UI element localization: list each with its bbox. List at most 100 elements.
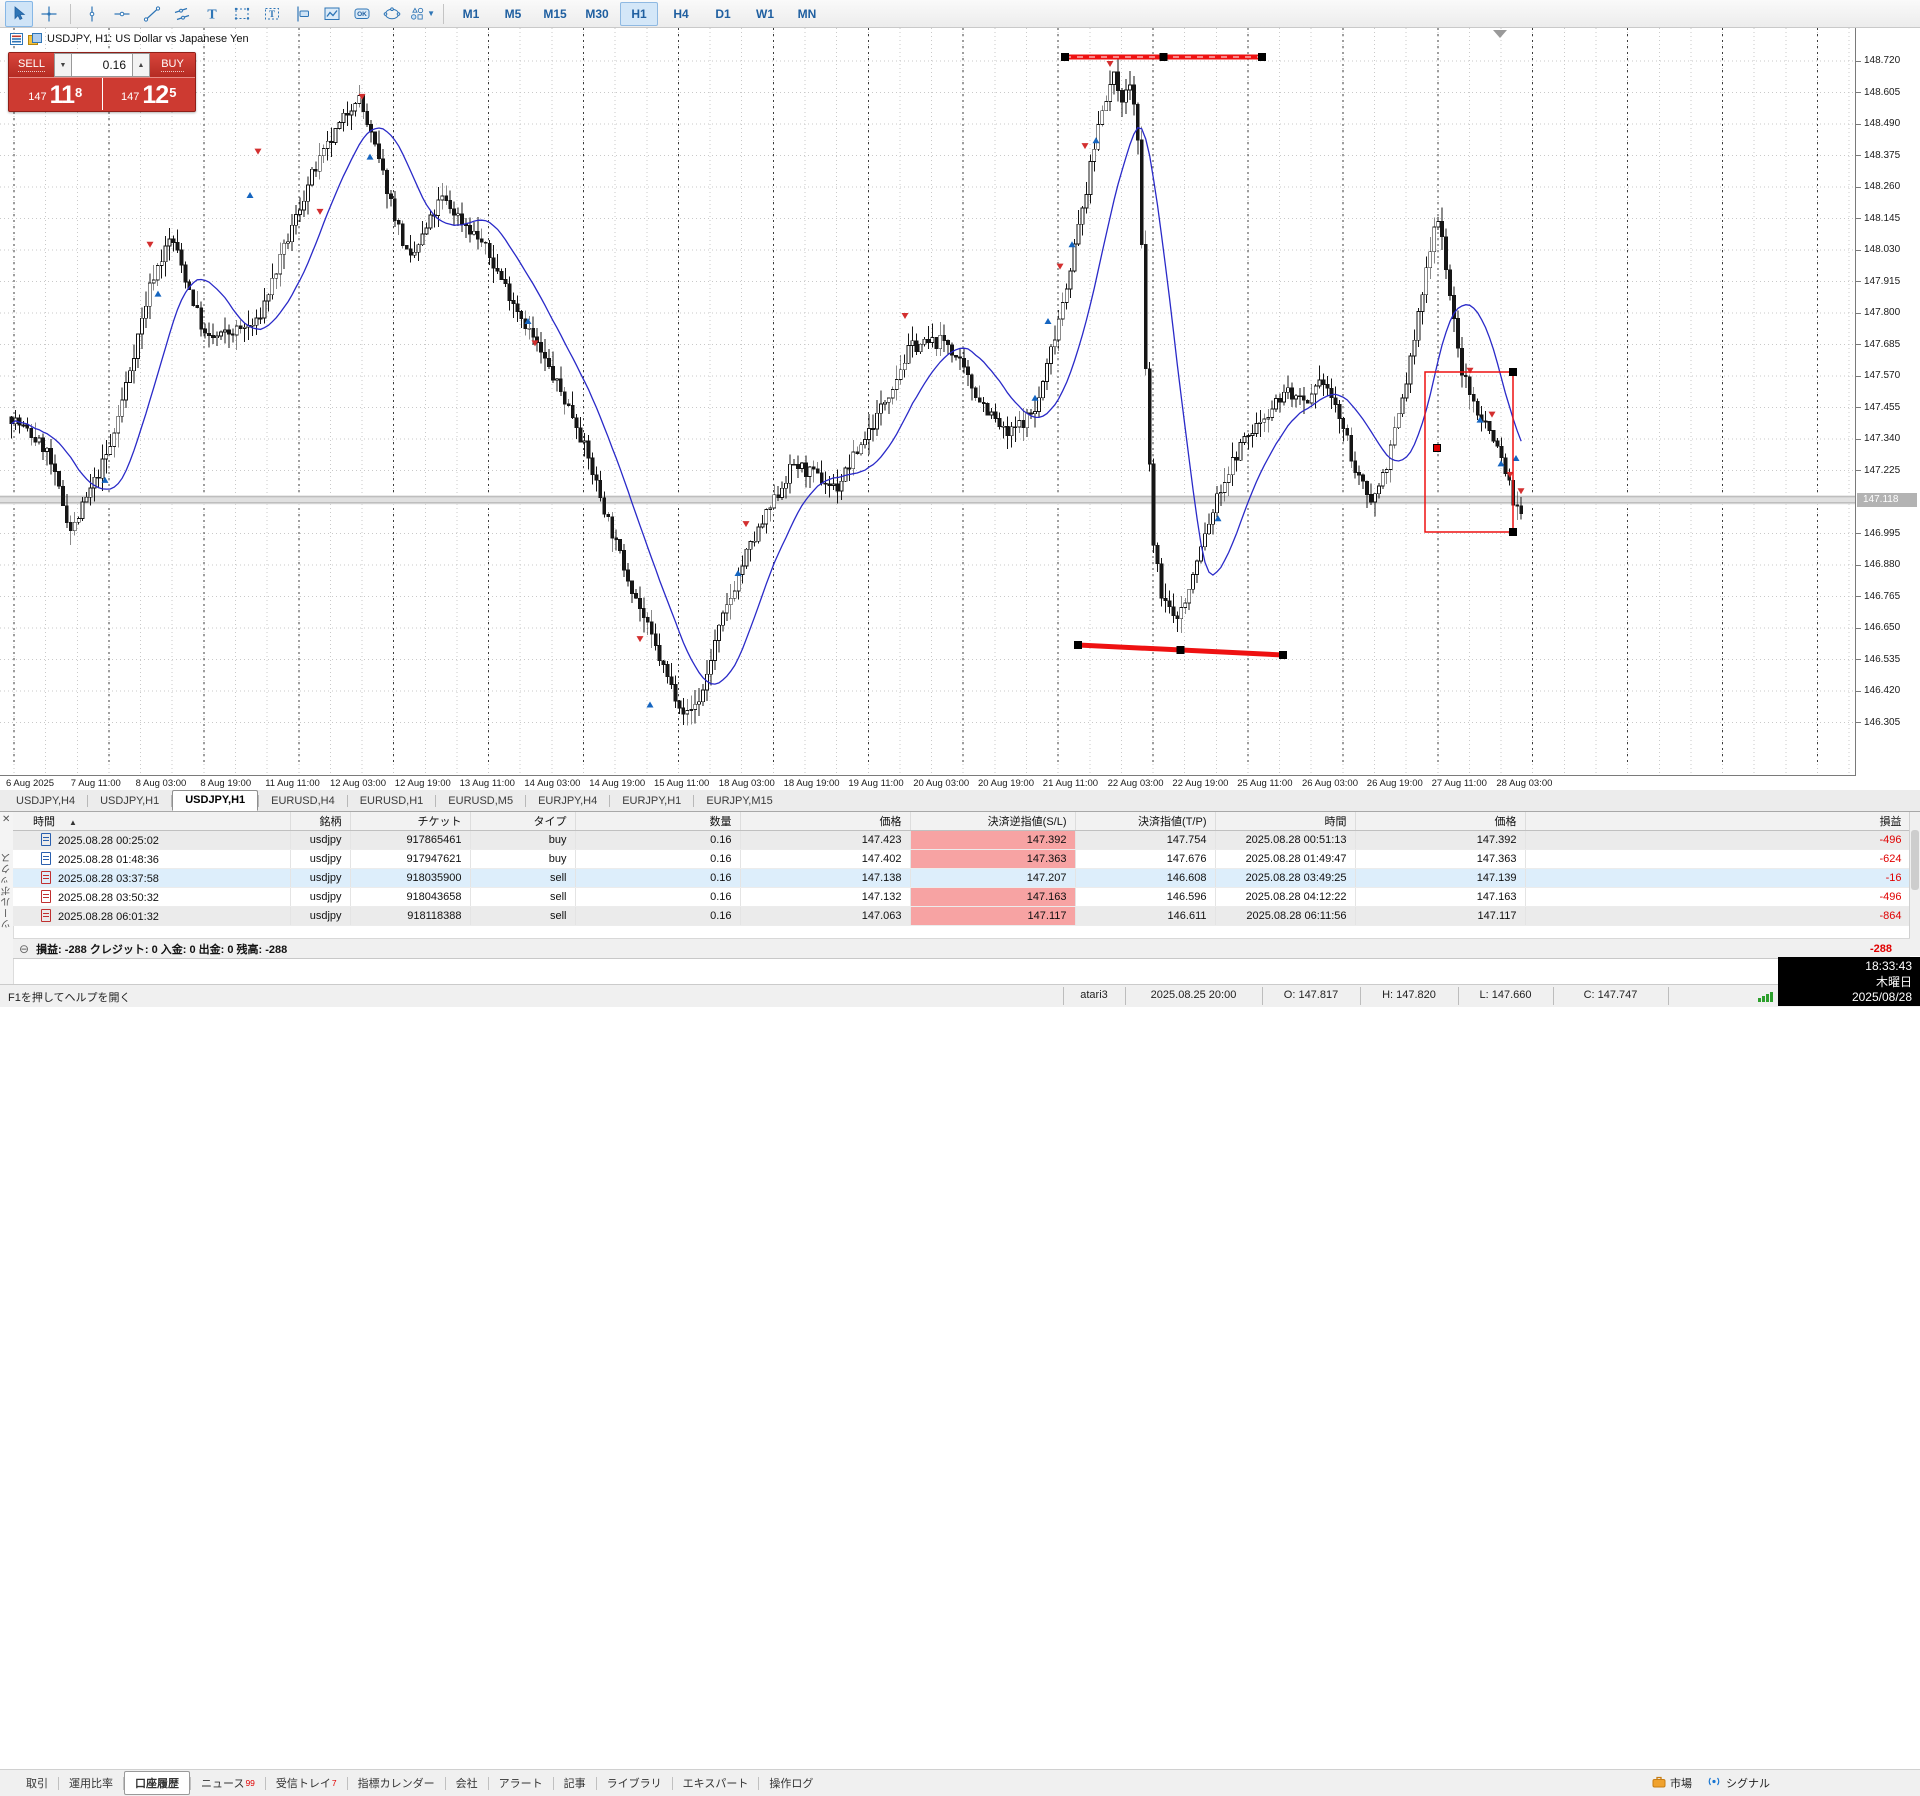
timeframe-H1-button[interactable]: H1	[620, 2, 658, 26]
table-scrollbar[interactable]	[1909, 812, 1920, 956]
toolbox-tab[interactable]: アラート	[489, 1771, 553, 1795]
trendline-tool-icon[interactable]	[138, 1, 166, 27]
history-row[interactable]: 2025.08.28 01:48:36usdjpy917947621buy0.1…	[13, 850, 1910, 869]
moving-average-line	[12, 128, 1522, 684]
toolbox-close-icon[interactable]: ✕	[2, 815, 10, 825]
price-axis-label: 146.765	[1864, 591, 1900, 602]
collapse-icon[interactable]: ⊖	[19, 942, 29, 956]
history-row[interactable]: 2025.08.28 03:50:32usdjpy918043658sell0.…	[13, 888, 1910, 907]
chart-tab[interactable]: USDJPY,H1	[88, 792, 171, 811]
column-header[interactable]: チケット	[350, 812, 470, 831]
indicator-window-tool-icon[interactable]	[318, 1, 346, 27]
order-type-icon	[41, 909, 51, 922]
date-axis-label: 15 Aug 11:00	[654, 778, 709, 789]
script-ok-tool-icon[interactable]: OK	[348, 1, 376, 27]
toolbox-tab[interactable]: エキスパート	[673, 1771, 759, 1795]
chart-tab[interactable]: USDJPY,H4	[4, 792, 87, 811]
volume-decrease-button[interactable]: ▼	[54, 53, 72, 77]
date-axis-label: 8 Aug 03:00	[136, 778, 187, 789]
date-axis-label: 13 Aug 11:00	[460, 778, 515, 789]
timeframe-MN-button[interactable]: MN	[788, 2, 826, 26]
toolbox-tab[interactable]: 運用比率	[59, 1771, 123, 1795]
column-header[interactable]: 決済指値(T/P)	[1075, 812, 1215, 831]
history-row[interactable]: 2025.08.28 03:37:58usdjpy918035900sell0.…	[13, 869, 1910, 888]
chart-tab[interactable]: EURUSD,H4	[259, 792, 347, 811]
signals-button[interactable]: シグナル	[1706, 1775, 1770, 1791]
timeframe-W1-button[interactable]: W1	[746, 2, 784, 26]
text-label-tool-icon[interactable]: T	[258, 1, 286, 27]
scroll-to-end-marker	[1493, 30, 1507, 38]
column-header[interactable]: 決済逆指値(S/L)	[910, 812, 1075, 831]
volume-increase-button[interactable]: ▲	[132, 53, 150, 77]
chart-tab[interactable]: EURUSD,H1	[348, 792, 436, 811]
market-briefcase-icon	[1652, 1775, 1666, 1791]
toolbox-tab[interactable]: 操作ログ	[759, 1771, 823, 1795]
market-button[interactable]: 市場	[1652, 1775, 1692, 1791]
ellipse-tool-icon[interactable]	[378, 1, 406, 27]
timeframe-H4-button[interactable]: H4	[662, 2, 700, 26]
text-tool-icon[interactable]: T	[198, 1, 226, 27]
date-axis-label: 25 Aug 11:00	[1237, 778, 1292, 789]
column-header[interactable]: 価格	[1355, 812, 1525, 831]
connection-status-icon	[1758, 991, 1774, 1002]
cursor-tool-icon[interactable]	[5, 1, 33, 27]
chart-tab[interactable]: EURJPY,H4	[526, 792, 609, 811]
sell-button[interactable]: SELL	[9, 53, 54, 77]
rectangle-tool-icon[interactable]	[228, 1, 256, 27]
column-header[interactable]: 時間	[1215, 812, 1355, 831]
toolbox-tab[interactable]: ニュース99	[191, 1771, 265, 1795]
toolbox-tab[interactable]: 口座履歴	[124, 1771, 190, 1795]
toolbox-tab[interactable]: 指標カレンダー	[348, 1771, 445, 1795]
new-order-icon[interactable]	[28, 33, 42, 45]
history-summary-row: ⊖ 損益: -288 クレジット: 0 入金: 0 出金: 0 残高: -288…	[13, 938, 1910, 959]
column-header[interactable]: 数量	[575, 812, 740, 831]
chart-tab[interactable]: EURJPY,H1	[610, 792, 693, 811]
toolbox-tab[interactable]: 会社	[446, 1771, 488, 1795]
clock-time: 18:33:43	[1778, 959, 1912, 975]
price-label-tool-icon[interactable]	[288, 1, 316, 27]
timeframe-M30-button[interactable]: M30	[578, 2, 616, 26]
ask-price: 147 12 5	[103, 78, 196, 110]
column-header[interactable]: 損益	[1525, 812, 1910, 831]
date-axis-label: 22 Aug 03:00	[1108, 778, 1164, 789]
date-axis-label: 12 Aug 03:00	[330, 778, 386, 789]
column-header[interactable]: 時間▲	[13, 812, 290, 831]
clock-date: 2025/08/28	[1778, 990, 1912, 1006]
clock-weekday: 木曜日	[1778, 975, 1912, 991]
history-row[interactable]: 2025.08.28 00:25:02usdjpy917865461buy0.1…	[13, 831, 1910, 850]
buy-button[interactable]: BUY	[150, 53, 195, 77]
toolbox-tab[interactable]: 記事	[554, 1771, 596, 1795]
price-axis-label: 148.720	[1864, 55, 1900, 66]
shapes-dropdown-tool-icon[interactable]: ▼	[408, 1, 436, 27]
price-axis-label: 146.650	[1864, 622, 1900, 633]
equidistant-channel-tool-icon[interactable]	[168, 1, 196, 27]
crosshair-tool-icon[interactable]	[35, 1, 63, 27]
chart-tab[interactable]: USDJPY,H1	[172, 790, 258, 811]
date-axis-label: 21 Aug 11:00	[1043, 778, 1098, 789]
chart-window[interactable]: 148.720148.605148.490148.375148.260148.1…	[0, 28, 1920, 790]
sort-ascending-icon: ▲	[69, 818, 77, 827]
price-axis-label: 148.490	[1864, 118, 1900, 129]
vertical-line-tool-icon[interactable]	[78, 1, 106, 27]
top-toolbar: T T OK ▼ M1M5M15M30H1H4D1W1MN	[0, 0, 1920, 28]
column-header[interactable]: タイプ	[470, 812, 575, 831]
timeframe-M15-button[interactable]: M15	[536, 2, 574, 26]
date-axis[interactable]: 6 Aug 20257 Aug 11:008 Aug 03:008 Aug 19…	[0, 775, 1856, 791]
timeframe-D1-button[interactable]: D1	[704, 2, 742, 26]
chart-tab[interactable]: EURUSD,M5	[436, 792, 525, 811]
toolbox-tab[interactable]: ライブラリ	[597, 1771, 672, 1795]
column-header[interactable]: 価格	[740, 812, 910, 831]
timeframe-M5-button[interactable]: M5	[494, 2, 532, 26]
chart-tab[interactable]: EURJPY,M15	[694, 792, 784, 811]
price-axis[interactable]: 148.720148.605148.490148.375148.260148.1…	[1855, 28, 1920, 775]
depth-of-market-icon[interactable]	[10, 33, 23, 45]
order-type-icon	[41, 833, 51, 846]
column-header[interactable]: 銘柄	[290, 812, 350, 831]
candlestick-chart[interactable]	[0, 28, 1856, 775]
toolbox-tab[interactable]: 受信トレイ7	[266, 1771, 347, 1795]
volume-input[interactable]: 0.16	[72, 53, 132, 77]
toolbox-tab[interactable]: 取引	[16, 1771, 58, 1795]
history-row[interactable]: 2025.08.28 06:01:32usdjpy918118388sell0.…	[13, 907, 1910, 926]
horizontal-line-tool-icon[interactable]	[108, 1, 136, 27]
timeframe-M1-button[interactable]: M1	[452, 2, 490, 26]
